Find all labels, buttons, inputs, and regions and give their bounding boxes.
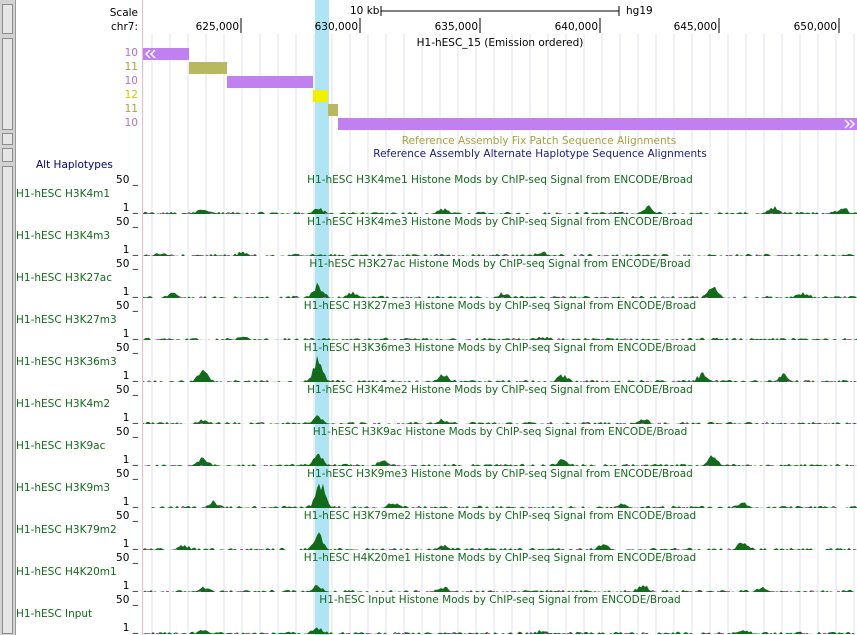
track-min-label: 1 _: [122, 538, 138, 550]
chromhmm-segment: [338, 118, 857, 130]
track-max-label: 50 _: [116, 594, 138, 606]
track-label-h1-hesc-input[interactable]: H1-hESC Input: [16, 608, 93, 620]
signal-track-title[interactable]: H1-hESC H3K27ac Histone Mods by ChIP-seq…: [309, 258, 691, 270]
track-max-label: 50 _: [116, 342, 138, 354]
track-drag-gutter[interactable]: [0, 0, 16, 635]
chromhmm-state-label: 11: [124, 103, 138, 115]
left-arrow-icon: [144, 49, 151, 59]
signal-track-title[interactable]: H1-hESC H3K4me1 Histone Mods by ChIP-seq…: [307, 174, 693, 186]
signal-graph: [143, 532, 857, 550]
signal-track-title[interactable]: H1-hESC H3K4me3 Histone Mods by ChIP-seq…: [307, 216, 693, 228]
alt-haplotypes-label[interactable]: Alt Haplotypes: [36, 159, 113, 171]
chromhmm-state-label: 10: [124, 117, 138, 129]
signal-graph: [143, 453, 857, 466]
track-min-label: 1 _: [122, 412, 138, 424]
track-label-h1-hesc-h3k79m2[interactable]: H1-hESC H3K79m2: [16, 524, 117, 536]
track-label-h1-hesc-h3k9ac[interactable]: H1-hESC H3K9ac: [16, 440, 106, 452]
right-arrow-icon: [849, 119, 856, 129]
ruler-tick-label: 640,000: [554, 21, 598, 33]
left-arrow-icon: [149, 49, 156, 59]
track-min-label: 1 _: [122, 496, 138, 508]
signal-graph: [143, 205, 857, 214]
track-min-label: 1 _: [122, 286, 138, 298]
track-label-column: Scale chr7: 10 11 10 12 11 10 Alt Haplot…: [16, 0, 142, 635]
browser-image: [143, 0, 857, 635]
scale-label: Scale: [109, 7, 138, 19]
signal-track-title[interactable]: H1-hESC H3K79me2 Histone Mods by ChIP-se…: [303, 510, 697, 522]
chromhmm-segment: [227, 76, 313, 88]
chromhmm-segment: [313, 90, 328, 102]
chromhmm-track-title: H1-hESC_15 (Emission ordered): [416, 37, 584, 49]
gutter-button-ruler[interactable]: [2, 4, 13, 34]
signal-graph: [143, 585, 857, 592]
track-label-h1-hesc-h3k4m2[interactable]: H1-hESC H3K4m2: [16, 398, 111, 410]
label-divider: [142, 0, 143, 635]
track-min-label: 1 _: [122, 454, 138, 466]
track-min-label: 1 _: [122, 622, 138, 634]
signal-graph: [143, 415, 857, 424]
chromhmm-segment: [143, 48, 189, 60]
track-label-h1-hesc-h3k27m3[interactable]: H1-hESC H3K27m3: [16, 314, 117, 326]
highlight-region: [315, 0, 329, 635]
track-label-h1-hesc-h4k20m1[interactable]: H1-hESC H4K20m1: [16, 566, 117, 578]
signal-track-title[interactable]: H1-hESC H3K4me2 Histone Mods by ChIP-seq…: [307, 384, 693, 396]
track-min-label: 1 _: [122, 244, 138, 256]
signal-graph: [143, 251, 857, 256]
chromhmm-state-label: 10: [124, 75, 138, 87]
track-label-h1-hesc-h3k4m1[interactable]: H1-hESC H3K4m1: [16, 188, 111, 200]
signal-track-title[interactable]: H1-hESC Input Histone Mods by ChIP-seq S…: [319, 594, 681, 606]
gutter-button-chromhmm[interactable]: [2, 38, 13, 130]
ruler-tick-label: 630,000: [314, 21, 358, 33]
signal-track-title[interactable]: H1-hESC H3K36me3 Histone Mods by ChIP-se…: [303, 342, 697, 354]
signal-track-title[interactable]: H1-hESC H4K20me1 Histone Mods by ChIP-se…: [303, 552, 697, 564]
signal-graph: [143, 336, 857, 340]
signal-track-title[interactable]: H1-hESC H3K9ac Histone Mods by ChIP-seq …: [312, 426, 688, 438]
track-label-h1-hesc-h3k4m3[interactable]: H1-hESC H3K4m3: [16, 230, 111, 242]
track-max-label: 50 _: [116, 300, 138, 312]
track-max-label: 50 _: [116, 174, 138, 186]
gutter-button-alt-haplo[interactable]: [2, 148, 13, 162]
track-max-label: 50 _: [116, 468, 138, 480]
data-area[interactable]: 10 kb hg19 625,000 630,000 635,000 640,000 645…: [143, 0, 857, 635]
ruler-tick-label: 635,000: [434, 21, 478, 33]
track-max-label: 50 _: [116, 510, 138, 522]
signal-track-title[interactable]: H1-hESC H3K9me3 Histone Mods by ChIP-seq…: [307, 468, 693, 480]
scale-bar-text: 10 kb: [349, 5, 381, 17]
track-label-h1-hesc-h3k9m3[interactable]: H1-hESC H3K9m3: [16, 482, 111, 494]
alt-haplotype-track-title: Reference Assembly Alternate Haplotype S…: [373, 148, 707, 160]
track-max-label: 50 _: [116, 258, 138, 270]
fix-patch-track-title: Reference Assembly Fix Patch Sequence Al…: [401, 135, 677, 147]
gutter-button-signal-tracks[interactable]: [2, 166, 13, 634]
gutter-button-fix-patch[interactable]: [2, 133, 13, 145]
track-min-label: 1 _: [122, 370, 138, 382]
track-max-label: 50 _: [116, 384, 138, 396]
track-label-h1-hesc-h3k36m3[interactable]: H1-hESC H3K36m3: [16, 356, 117, 368]
chromhmm-state-label: 10: [124, 47, 138, 59]
signal-graph: [143, 627, 857, 634]
track-min-label: 1 _: [122, 580, 138, 592]
ruler-tick-label: 650,000: [793, 21, 837, 33]
chromhmm-segment: [189, 62, 227, 74]
ruler-tick-label: 625,000: [195, 21, 239, 33]
signal-track-title[interactable]: H1-hESC H3K27me3 Histone Mods by ChIP-se…: [303, 300, 697, 312]
chromhmm-state-label: 12: [124, 89, 138, 101]
ruler-tick-label: 645,000: [673, 21, 717, 33]
track-min-label: 1 _: [122, 328, 138, 340]
signal-graph: [143, 282, 857, 298]
chromhmm-segment: [328, 104, 338, 116]
assembly-label: hg19: [626, 5, 653, 17]
track-max-label: 50 _: [116, 216, 138, 228]
track-label-h1-hesc-h3k27ac[interactable]: H1-hESC H3K27ac: [16, 272, 113, 284]
track-min-label: 1 _: [122, 202, 138, 214]
signal-graph: [143, 483, 857, 508]
track-max-label: 50 _: [116, 552, 138, 564]
chromhmm-state-label: 11: [124, 61, 138, 73]
signal-graph: [143, 355, 857, 382]
right-arrow-icon: [844, 119, 851, 129]
track-max-label: 50 _: [116, 426, 138, 438]
chrom-label: chr7:: [111, 21, 138, 33]
